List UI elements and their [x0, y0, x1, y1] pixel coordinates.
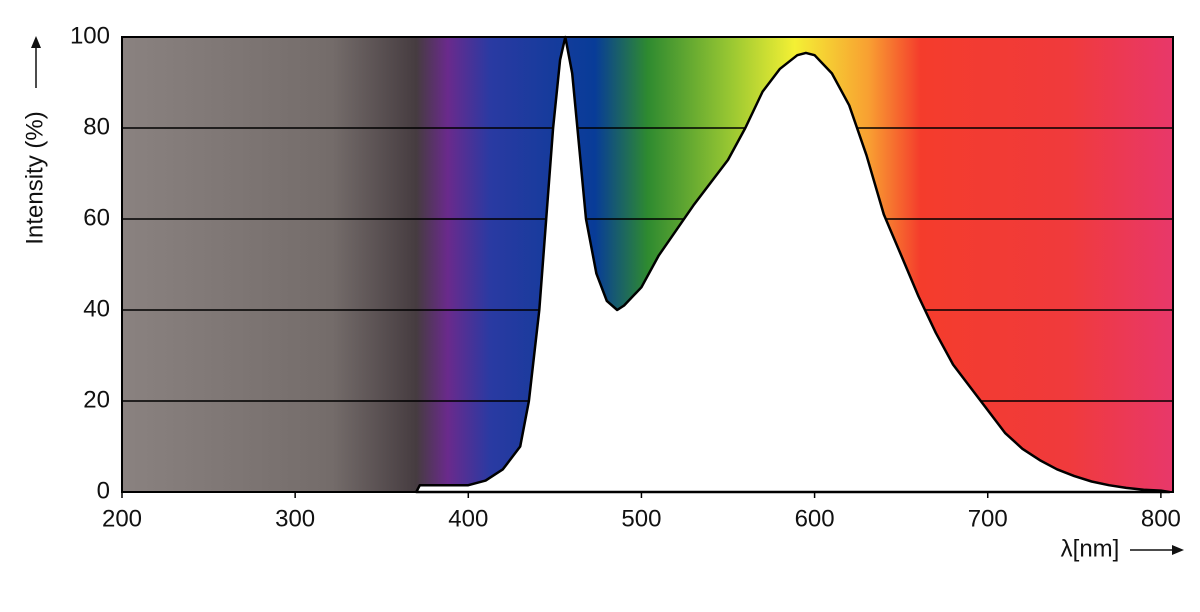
x-tick-label: 300: [275, 505, 315, 532]
x-tick-label: 400: [448, 505, 488, 532]
x-tick-label: 500: [621, 505, 661, 532]
y-axis-arrow: [31, 36, 41, 88]
y-tick-label: 0: [97, 477, 110, 504]
x-tick-label: 200: [102, 505, 142, 532]
y-tick-label: 100: [70, 22, 110, 49]
y-tick-label: 40: [83, 295, 110, 322]
x-tick-label: 800: [1141, 505, 1181, 532]
x-axis-arrow: [1130, 545, 1184, 555]
y-tick-label: 20: [83, 386, 110, 413]
plot-frame: [121, 36, 1174, 493]
x-axis-label: λ[nm]: [1061, 535, 1120, 562]
y-axis-label: Intensity (%): [21, 111, 48, 244]
x-tick-label: 600: [795, 505, 835, 532]
y-tick-label: 60: [83, 204, 110, 231]
y-tick-label: 80: [83, 113, 110, 140]
x-tick-label: 700: [968, 505, 1008, 532]
spectrum-curve: [415, 35, 1171, 494]
